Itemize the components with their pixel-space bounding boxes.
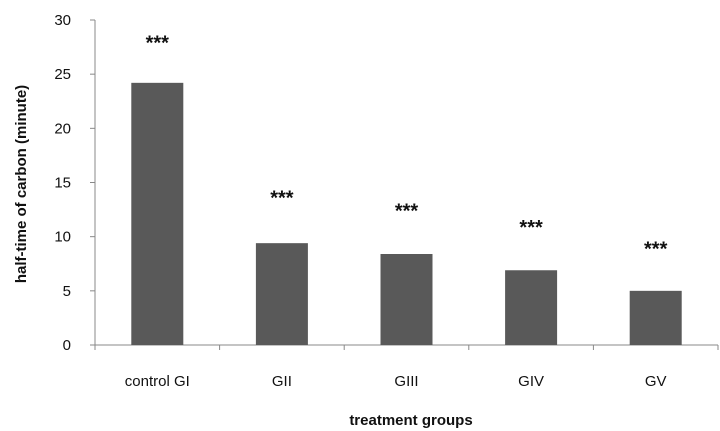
- bar: [131, 82, 184, 345]
- y-tick-label: 20: [54, 120, 71, 137]
- x-tick-label: GIV: [518, 373, 544, 390]
- bar: [380, 254, 433, 345]
- significance-marker: ***: [395, 201, 419, 223]
- x-tick-label: control GI: [125, 373, 190, 390]
- significance-annotations: *** *** *** *** ***: [146, 33, 668, 261]
- x-tick-label: GV: [645, 373, 667, 390]
- significance-marker: ***: [146, 33, 170, 55]
- y-tick-label: 0: [63, 337, 71, 354]
- significance-marker: ***: [644, 239, 668, 261]
- y-tick-label: 10: [54, 229, 71, 246]
- bar: [629, 290, 682, 345]
- bars: [131, 82, 682, 345]
- y-tick-label: 30: [54, 12, 71, 29]
- x-tick-labels: control GI GII GIII GIV GV: [125, 373, 667, 390]
- significance-marker: ***: [519, 217, 543, 239]
- y-axis: [90, 19, 96, 346]
- y-tick-label: 5: [63, 283, 71, 300]
- bar: [255, 243, 308, 345]
- y-tick-label: 25: [54, 66, 71, 83]
- bar: [505, 270, 558, 345]
- y-axis-label: half-time of carbon (minute): [13, 85, 30, 283]
- x-axis-label: treatment groups: [349, 412, 472, 429]
- x-tick-label: GII: [272, 373, 292, 390]
- y-tick-label: 15: [54, 175, 71, 192]
- significance-marker: ***: [270, 188, 294, 210]
- y-tick-labels: 0 5 10 15 20 25 30: [54, 12, 71, 354]
- x-axis: [94, 344, 719, 350]
- x-tick-label: GIII: [394, 373, 418, 390]
